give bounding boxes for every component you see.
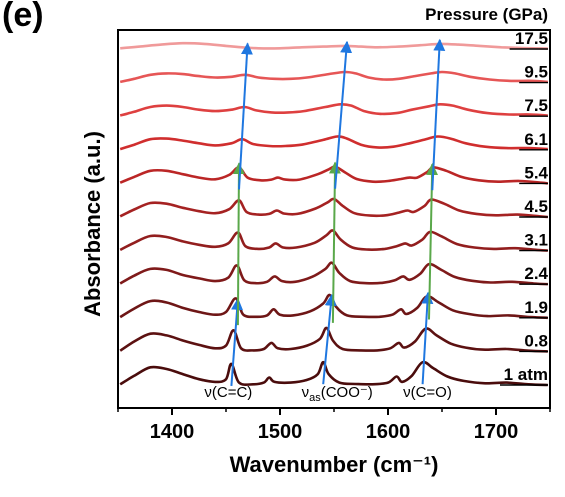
blue-shift-arrow bbox=[421, 291, 434, 385]
x-tick-label: 1500 bbox=[258, 421, 303, 443]
x-tick-label: 1400 bbox=[150, 421, 195, 443]
blue-shift-arrow bbox=[322, 293, 337, 385]
blue-shift-arrow bbox=[238, 42, 253, 190]
green-shift-arrow bbox=[328, 161, 341, 323]
spectra-traces bbox=[119, 41, 548, 387]
spectrum-line-3_1 bbox=[119, 229, 548, 252]
pressure-label: 4.5 bbox=[524, 197, 548, 216]
peak-label: ν(C=C) bbox=[204, 384, 252, 401]
pressure-label: 7.5 bbox=[524, 96, 548, 115]
x-axis-label: Wavenumber (cm⁻¹) bbox=[230, 452, 439, 477]
legend-title: Pressure (GPa) bbox=[425, 5, 548, 24]
pressure-label: 3.1 bbox=[524, 231, 548, 250]
pressure-label: 5.4 bbox=[524, 163, 548, 182]
x-tick-label: 1600 bbox=[366, 421, 411, 443]
spectrum-line-17_5 bbox=[120, 41, 548, 50]
pressure-label: 9.5 bbox=[524, 63, 548, 82]
y-axis-label: Absorbance (a.u.) bbox=[80, 131, 105, 317]
spectrum-line-0_8 bbox=[119, 326, 548, 353]
pressure-label: 1.9 bbox=[524, 298, 548, 317]
peak-label: νas(COO⁻) bbox=[302, 384, 373, 404]
pressure-label: 0.8 bbox=[524, 331, 548, 350]
plot-area: ν(C=C) νas(COO⁻) ν(C=O) 1 atm 0.8 1.9 2.4 3.1 4… bbox=[117, 29, 551, 409]
spectrum-line-7_5 bbox=[119, 102, 548, 117]
pressure-label: 17.5 bbox=[515, 29, 548, 48]
x-axis: 1400 1500 1600 1700 bbox=[117, 408, 551, 443]
green-shift-arrow bbox=[232, 162, 245, 326]
panel-label: (e) bbox=[2, 0, 44, 34]
peak-annotations: ν(C=C) νas(COO⁻) ν(C=O) bbox=[204, 384, 451, 404]
spectrum-line-1-atm bbox=[119, 360, 548, 387]
blue-shift-arrow bbox=[230, 297, 244, 386]
spectrum-line-6_1 bbox=[119, 135, 548, 151]
blue-shift-arrow bbox=[334, 40, 353, 189]
spectrum-line-2_4 bbox=[119, 261, 548, 286]
spectrum-line-4_5 bbox=[119, 197, 548, 219]
pressure-label: 6.1 bbox=[524, 130, 548, 149]
pressure-label: 1 atm bbox=[504, 365, 548, 384]
spectrum-line-9_5 bbox=[119, 70, 548, 84]
blue-shift-arrow bbox=[431, 38, 446, 191]
peak-shift-arrows bbox=[230, 38, 446, 386]
pressure-label: 2.4 bbox=[524, 264, 548, 283]
pressure-labels: 1 atm 0.8 1.9 2.4 3.1 4.5 5.4 6.1 7.5 9.5 17.5 bbox=[500, 29, 549, 386]
x-tick-label: 1700 bbox=[474, 421, 519, 443]
peak-label: ν(C=O) bbox=[403, 384, 452, 401]
